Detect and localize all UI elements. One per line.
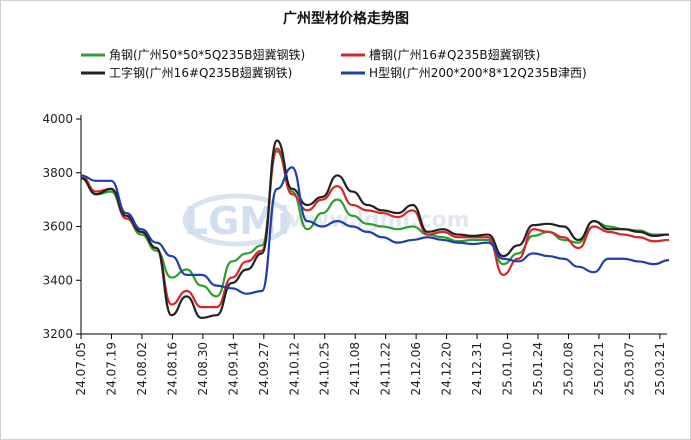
x-tick-label: 24.07.05 — [74, 342, 88, 395]
legend-label: 角钢(广州50*50*5Q235B翅冀钢铁) — [109, 47, 305, 62]
x-tick-label: 25.01.24 — [531, 342, 545, 395]
x-tick-label: 24.12.20 — [440, 342, 454, 395]
x-tick-label: 25.02.21 — [592, 342, 606, 395]
legend-label: 工字钢(广州16#Q235B翅冀钢铁) — [109, 65, 292, 80]
x-tick-label: 24.08.30 — [196, 342, 210, 395]
x-tick-label: 24.10.25 — [318, 342, 332, 395]
x-tick-label: 24.11.08 — [348, 342, 362, 395]
series-line-3 — [80, 166, 670, 295]
legend-label: H型钢(广州200*200*8*12Q235B津西) — [369, 66, 587, 80]
x-tick-label: 24.07.19 — [104, 342, 118, 395]
y-tick-label: 3400 — [42, 273, 73, 287]
x-tick-label: 24.11.22 — [379, 342, 393, 395]
legend: 角钢(广州50*50*5Q235B翅冀钢铁) 槽钢(广州16#Q235B翅冀钢铁)… — [81, 47, 587, 80]
x-tick-label: 25.01.10 — [501, 342, 515, 395]
series-line-2 — [80, 139, 670, 319]
x-tick-label: 24.08.02 — [135, 342, 149, 395]
legend-label: 槽钢(广州16#Q235B翅冀钢铁) — [369, 47, 540, 62]
chart-title: 广州型材价格走势图 — [283, 10, 409, 27]
y-tick-label: 4000 — [42, 112, 73, 126]
x-tick-label: 25.02.08 — [561, 342, 575, 395]
x-tick-label: 24.10.12 — [287, 342, 301, 395]
y-tick-label: 3200 — [42, 327, 73, 341]
series-lines — [80, 139, 670, 319]
watermark-logo: LGMi — [184, 199, 290, 243]
series-line-1 — [80, 147, 670, 309]
x-tick-label: 25.03.21 — [653, 342, 667, 395]
x-tick-label: 24.12.06 — [409, 342, 423, 395]
x-tick-label: 24.08.16 — [165, 342, 179, 395]
y-tick-label: 3800 — [42, 166, 73, 180]
x-tick-label: 24.09.14 — [226, 342, 240, 395]
axes: 3200 3400 3600 3800 4000 24.07.05 24.07.19 24.0… — [42, 112, 667, 395]
x-tick-label: 24.12.31 — [470, 342, 484, 395]
y-tick-label: 3600 — [42, 220, 73, 234]
x-tick-label: 24.09.27 — [257, 342, 271, 395]
x-tick-label: 25.03.07 — [622, 342, 636, 395]
